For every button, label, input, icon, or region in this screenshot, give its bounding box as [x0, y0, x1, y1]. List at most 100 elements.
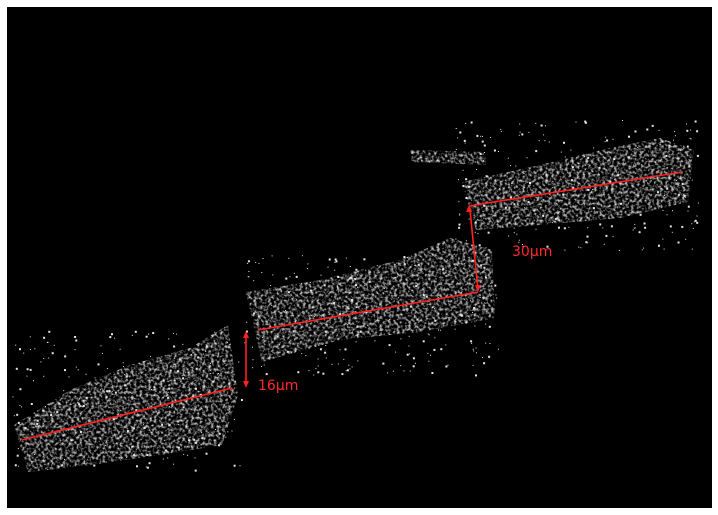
speck	[473, 350, 474, 351]
speck	[111, 333, 113, 335]
speck	[248, 276, 249, 277]
speck	[40, 361, 41, 362]
speck	[258, 316, 260, 318]
speck	[84, 461, 85, 462]
speck	[637, 147, 638, 148]
speck	[18, 448, 19, 449]
speck	[214, 332, 215, 333]
speck	[219, 433, 221, 435]
speck	[494, 184, 495, 185]
speck	[126, 457, 127, 458]
speck	[545, 174, 547, 176]
speck	[352, 332, 353, 333]
speck	[173, 366, 174, 367]
speck	[43, 358, 44, 359]
speck	[253, 313, 255, 315]
speck	[587, 242, 588, 243]
speck	[325, 331, 327, 333]
speck	[524, 187, 525, 188]
speck	[483, 362, 485, 364]
speck	[348, 279, 349, 280]
speck	[499, 188, 500, 189]
speck	[374, 340, 375, 341]
speck	[668, 145, 670, 147]
speck	[93, 465, 95, 467]
speck	[124, 384, 126, 386]
speck	[210, 421, 211, 422]
speck	[428, 334, 429, 335]
speck	[20, 424, 21, 425]
speck	[458, 227, 460, 229]
speck	[272, 274, 273, 275]
speck	[311, 315, 312, 316]
speck	[106, 390, 108, 392]
speck	[472, 245, 473, 246]
speck	[120, 460, 121, 461]
speck	[248, 293, 249, 294]
speck	[393, 371, 394, 372]
speck	[33, 427, 34, 428]
speck	[492, 222, 493, 223]
speck	[444, 274, 445, 275]
speck	[414, 265, 415, 266]
speck	[165, 450, 167, 452]
speck	[564, 227, 566, 229]
speck	[635, 227, 636, 228]
speck	[105, 445, 106, 446]
speck	[585, 165, 586, 166]
speck	[543, 199, 544, 200]
speck	[484, 152, 485, 153]
speck	[195, 442, 197, 444]
speck	[224, 363, 225, 364]
speck	[351, 299, 353, 301]
speck	[471, 200, 472, 201]
speck	[468, 316, 469, 317]
speck	[262, 337, 263, 338]
speck	[168, 388, 170, 390]
speck	[558, 219, 560, 221]
speck	[271, 305, 272, 306]
speck	[474, 326, 475, 327]
speck	[488, 232, 490, 234]
speck	[256, 320, 257, 321]
speck	[119, 399, 120, 400]
speck	[587, 236, 589, 238]
speck	[349, 323, 350, 324]
speck	[129, 448, 130, 449]
speck	[471, 343, 472, 344]
speck	[519, 124, 520, 125]
speck	[210, 373, 211, 374]
speck	[98, 363, 100, 365]
speck	[325, 345, 326, 346]
speck	[415, 269, 416, 270]
speck	[307, 263, 308, 264]
speck	[86, 397, 88, 399]
speck	[483, 160, 484, 161]
speck	[513, 203, 515, 205]
speck	[666, 188, 668, 190]
speck	[56, 411, 58, 413]
speck	[159, 397, 160, 398]
speck	[48, 331, 50, 333]
speck	[357, 274, 358, 275]
speck	[685, 239, 686, 240]
speck	[342, 313, 343, 314]
speck	[549, 169, 550, 170]
speck	[355, 269, 357, 271]
speck	[279, 344, 280, 345]
speck	[470, 300, 471, 301]
speck	[247, 263, 248, 264]
speck	[572, 166, 574, 168]
speck	[485, 343, 486, 344]
speck	[356, 303, 358, 305]
speck	[618, 172, 619, 173]
speck	[643, 248, 644, 249]
speck	[524, 207, 525, 208]
speck	[552, 181, 553, 182]
speck	[456, 149, 457, 150]
speck	[483, 218, 484, 219]
speck	[275, 306, 276, 307]
speck	[201, 432, 202, 433]
speck	[659, 130, 660, 131]
speck	[360, 331, 362, 333]
